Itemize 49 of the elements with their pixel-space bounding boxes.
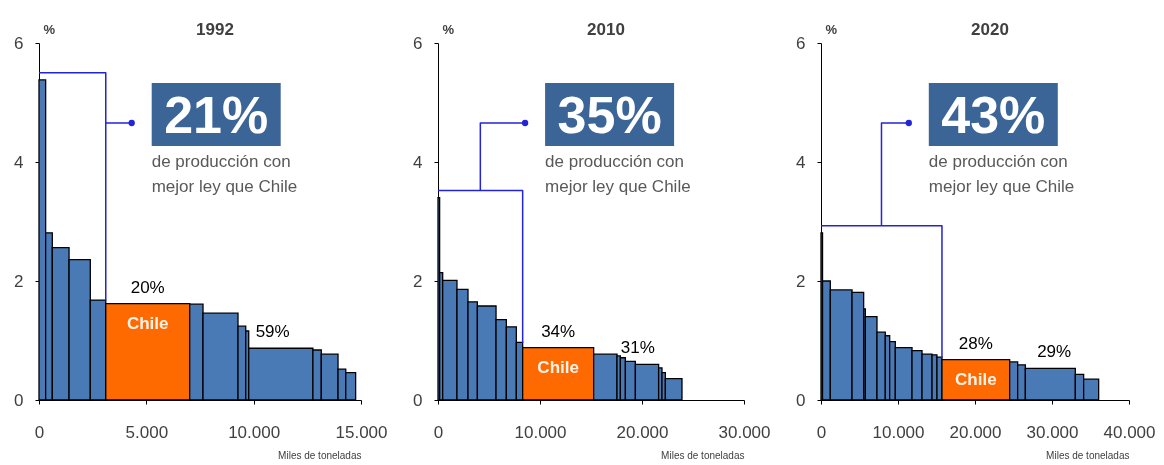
annotation: 43% — [941, 85, 1046, 144]
y-tick-label: 0 — [413, 390, 423, 410]
annotation: de producción con mejor ley que Chile — [545, 152, 691, 196]
chart-title: 1992 — [196, 20, 234, 39]
x-tick-label: 15.000 — [335, 422, 388, 442]
x-tick-label: 0 — [34, 422, 45, 442]
x-tick-label: 30.000 — [1026, 422, 1079, 442]
annotation: 28% — [958, 333, 993, 353]
x-tick-label: 10.000 — [872, 422, 925, 442]
chart-title: 2020 — [971, 20, 1009, 39]
x-axis-title: Miles de toneladas — [1046, 449, 1130, 461]
x-tick-label: 10.000 — [228, 422, 281, 442]
y-tick-label: 4 — [413, 152, 423, 172]
annotation: 31% — [620, 338, 655, 358]
y-tick-label: 0 — [14, 390, 24, 410]
annotation: 35% — [557, 85, 662, 144]
y-tick-label: 6 — [413, 33, 423, 53]
y-tick-label: 6 — [796, 33, 806, 53]
y-tick-label: 0 — [796, 390, 806, 410]
annotation: 34% — [541, 321, 576, 341]
annotation: 21% — [164, 85, 269, 144]
x-tick-label: 0 — [816, 422, 827, 442]
annotation: 59% — [255, 322, 290, 342]
x-tick-label: 0 — [433, 422, 444, 442]
y-tick-label: 4 — [14, 152, 24, 172]
y-tick-label: 2 — [796, 271, 806, 291]
x-tick-label: 30.000 — [718, 422, 771, 442]
annotation: 29% — [1037, 342, 1072, 362]
annotation: Chile — [126, 313, 169, 333]
annotation: 20% — [130, 277, 165, 297]
y-tick-label: 4 — [796, 152, 806, 172]
x-tick-label: 20.000 — [949, 422, 1002, 442]
chart-title: 2010 — [587, 20, 625, 39]
y-axis-title: % — [442, 21, 455, 37]
y-tick-label: 2 — [413, 271, 423, 291]
annotation: de producción con mejor ley que Chile — [928, 152, 1075, 196]
x-axis-title: Miles de toneladas — [278, 449, 362, 461]
annotation: Chile — [955, 369, 997, 389]
x-tick-label: 20.000 — [616, 422, 669, 442]
x-tick-label: 40.000 — [1103, 422, 1156, 442]
x-tick-label: 5.000 — [125, 422, 169, 442]
annotation: Chile — [537, 357, 579, 377]
y-axis-title: % — [43, 21, 56, 37]
y-axis-title: % — [825, 21, 838, 37]
y-tick-label: 6 — [14, 33, 24, 53]
annotation: de producción con mejor ley que Chile — [151, 152, 298, 196]
x-axis-title: Miles de toneladas — [661, 449, 745, 461]
x-tick-label: 10.000 — [514, 422, 567, 442]
y-tick-label: 2 — [14, 271, 24, 291]
